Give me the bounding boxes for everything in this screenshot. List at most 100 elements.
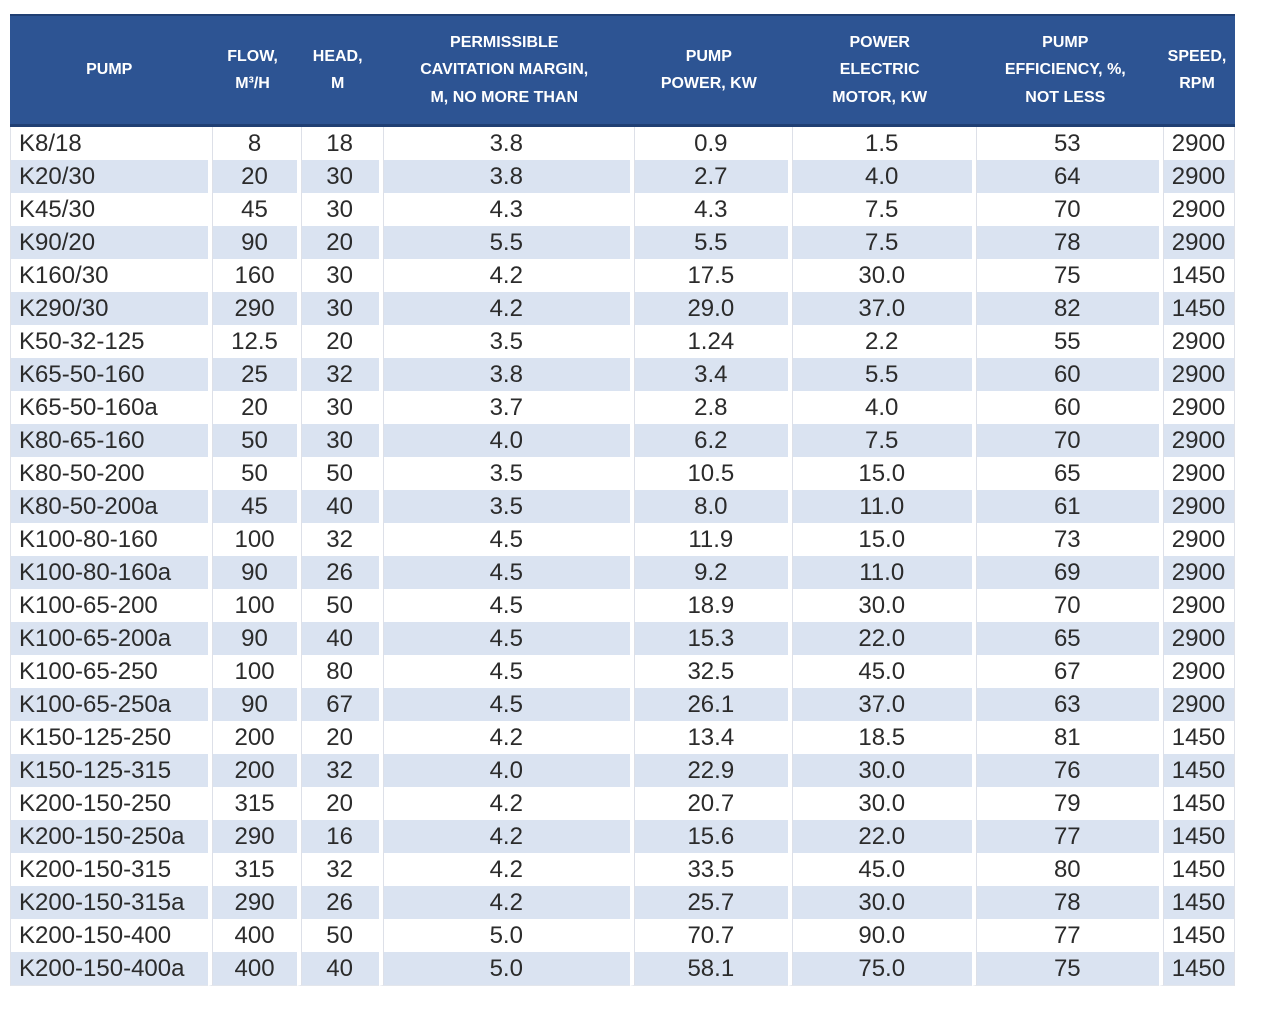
cell-motor_power_kw: 2.2 <box>787 325 972 358</box>
cell-pump_power_kw: 1.24 <box>629 325 788 358</box>
cell-head_m: 30 <box>296 259 379 292</box>
table-row: K200-150-400 400 50 5.0 70.7 90.0 77 1450 <box>10 919 1235 952</box>
cell-pump: K200-150-315a <box>10 886 209 919</box>
cell-pump: K290/30 <box>10 292 209 325</box>
column-header-speed_rpm: SPEED, RPM <box>1159 14 1235 127</box>
cell-flow_m3h: 90 <box>208 226 297 259</box>
table-body: K8/18 8 18 3.8 0.9 1.5 53 2900 K20/30 20 30 3.8 2.7 4… <box>10 127 1235 986</box>
cell-pump: K100-65-200 <box>10 589 208 622</box>
cell-cavitation_margin: 4.0 <box>378 424 630 457</box>
cell-cavitation_margin: 3.5 <box>378 325 630 358</box>
cell-efficiency_pct: 79 <box>971 787 1159 820</box>
cell-pump: K160/30 <box>10 259 208 292</box>
cell-cavitation_margin: 4.2 <box>378 259 630 292</box>
cell-head_m: 80 <box>296 655 379 688</box>
cell-head_m: 20 <box>296 787 379 820</box>
table-row: K80-50-200a 45 40 3.5 8.0 11.0 61 2900 <box>10 490 1235 523</box>
cell-cavitation_margin: 4.2 <box>378 787 630 820</box>
cell-efficiency_pct: 55 <box>971 325 1159 358</box>
cell-efficiency_pct: 69 <box>971 556 1159 589</box>
column-header-cavitation_margin: PERMISSIBLE CAVITATION MARGIN, M, NO MOR… <box>378 14 630 127</box>
cell-pump: K90/20 <box>10 226 209 259</box>
cell-motor_power_kw: 30.0 <box>787 787 972 820</box>
cell-flow_m3h: 160 <box>208 259 296 292</box>
cell-flow_m3h: 290 <box>208 886 297 919</box>
table-row: K80-50-200 50 50 3.5 10.5 15.0 65 2900 <box>10 457 1235 490</box>
table-row: K100-65-250a 90 67 4.5 26.1 37.0 63 2900 <box>10 688 1235 721</box>
cell-motor_power_kw: 45.0 <box>787 655 972 688</box>
cell-efficiency_pct: 65 <box>971 622 1159 655</box>
table-row: K100-65-200a 90 40 4.5 15.3 22.0 65 2900 <box>10 622 1235 655</box>
cell-cavitation_margin: 3.8 <box>378 160 630 193</box>
cell-pump: K80-50-200a <box>10 490 209 523</box>
cell-speed_rpm: 2900 <box>1159 226 1235 259</box>
cell-speed_rpm: 1450 <box>1159 952 1235 986</box>
cell-motor_power_kw: 30.0 <box>787 259 972 292</box>
cell-flow_m3h: 100 <box>208 523 296 556</box>
cell-flow_m3h: 315 <box>208 853 296 886</box>
cell-speed_rpm: 2900 <box>1159 193 1235 226</box>
cell-pump: K200-150-250a <box>10 820 209 853</box>
table-row: K8/18 8 18 3.8 0.9 1.5 53 2900 <box>10 127 1235 160</box>
cell-cavitation_margin: 3.5 <box>378 490 630 523</box>
cell-efficiency_pct: 61 <box>971 490 1159 523</box>
cell-speed_rpm: 2900 <box>1159 391 1235 424</box>
cell-head_m: 20 <box>296 721 379 754</box>
cell-pump: K50-32-125 <box>10 325 208 358</box>
cell-motor_power_kw: 5.5 <box>787 358 972 391</box>
cell-motor_power_kw: 7.5 <box>787 424 972 457</box>
cell-pump_power_kw: 17.5 <box>629 259 788 292</box>
column-header-head_m: HEAD, M <box>296 14 379 127</box>
cell-cavitation_margin: 5.5 <box>378 226 630 259</box>
cell-motor_power_kw: 37.0 <box>787 292 972 325</box>
cell-pump_power_kw: 58.1 <box>629 952 788 986</box>
cell-pump: K8/18 <box>10 127 208 160</box>
cell-head_m: 40 <box>296 490 379 523</box>
cell-pump: K100-80-160a <box>10 556 209 589</box>
cell-efficiency_pct: 60 <box>971 391 1159 424</box>
cell-efficiency_pct: 78 <box>971 886 1159 919</box>
cell-pump: K45/30 <box>10 193 208 226</box>
cell-flow_m3h: 200 <box>208 754 297 787</box>
cell-speed_rpm: 2900 <box>1159 490 1235 523</box>
pump-spec-page: PUMP FLOW, M³/H HEAD, M PERMISSIBLE CAVITAT… <box>0 14 1261 986</box>
cell-cavitation_margin: 4.5 <box>378 589 630 622</box>
cell-flow_m3h: 50 <box>208 457 296 490</box>
cell-motor_power_kw: 37.0 <box>787 688 972 721</box>
cell-speed_rpm: 1450 <box>1159 853 1235 886</box>
cell-efficiency_pct: 77 <box>971 919 1159 952</box>
cell-pump: K80-65-160 <box>10 424 209 457</box>
table-row: K200-150-315 315 32 4.2 33.5 45.0 80 1450 <box>10 853 1235 886</box>
cell-speed_rpm: 1450 <box>1159 721 1235 754</box>
cell-head_m: 50 <box>296 589 379 622</box>
cell-cavitation_margin: 4.5 <box>378 523 630 556</box>
cell-head_m: 18 <box>296 127 379 160</box>
cell-flow_m3h: 90 <box>208 556 297 589</box>
cell-efficiency_pct: 80 <box>971 853 1159 886</box>
table-row: K100-80-160 100 32 4.5 11.9 15.0 73 2900 <box>10 523 1235 556</box>
cell-pump_power_kw: 4.3 <box>629 193 788 226</box>
table-row: K20/30 20 30 3.8 2.7 4.0 64 2900 <box>10 160 1235 193</box>
table-row: K45/30 45 30 4.3 4.3 7.5 70 2900 <box>10 193 1235 226</box>
cell-pump_power_kw: 3.4 <box>629 358 788 391</box>
cell-efficiency_pct: 82 <box>971 292 1159 325</box>
cell-efficiency_pct: 60 <box>971 358 1159 391</box>
cell-pump_power_kw: 15.3 <box>629 622 788 655</box>
cell-efficiency_pct: 76 <box>971 754 1159 787</box>
cell-pump_power_kw: 15.6 <box>629 820 788 853</box>
cell-motor_power_kw: 75.0 <box>787 952 972 986</box>
cell-motor_power_kw: 4.0 <box>787 160 972 193</box>
cell-pump_power_kw: 6.2 <box>629 424 788 457</box>
cell-motor_power_kw: 1.5 <box>787 127 972 160</box>
cell-motor_power_kw: 11.0 <box>787 556 972 589</box>
cell-cavitation_margin: 4.2 <box>378 853 630 886</box>
table-row: K200-150-315a 290 26 4.2 25.7 30.0 78 1450 <box>10 886 1235 919</box>
cell-speed_rpm: 2900 <box>1159 358 1235 391</box>
cell-pump: K200-150-315 <box>10 853 208 886</box>
cell-cavitation_margin: 3.5 <box>378 457 630 490</box>
cell-head_m: 30 <box>296 391 379 424</box>
cell-efficiency_pct: 75 <box>971 952 1159 986</box>
cell-cavitation_margin: 4.3 <box>378 193 630 226</box>
cell-pump_power_kw: 8.0 <box>629 490 788 523</box>
cell-cavitation_margin: 4.2 <box>378 886 630 919</box>
